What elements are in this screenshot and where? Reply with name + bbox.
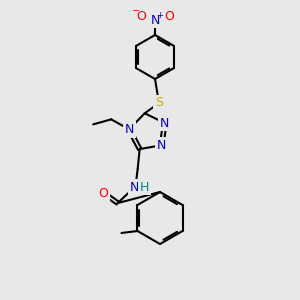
Text: N: N: [160, 117, 170, 130]
Text: −: −: [132, 6, 140, 16]
Text: N: N: [130, 181, 140, 194]
Text: O: O: [136, 10, 146, 22]
Text: N: N: [157, 139, 166, 152]
Text: H: H: [140, 181, 149, 194]
Text: N: N: [150, 14, 160, 26]
Text: O: O: [99, 187, 109, 200]
Text: O: O: [164, 10, 174, 22]
Text: +: +: [156, 11, 163, 20]
Text: S: S: [155, 97, 163, 110]
Text: N: N: [124, 123, 134, 136]
